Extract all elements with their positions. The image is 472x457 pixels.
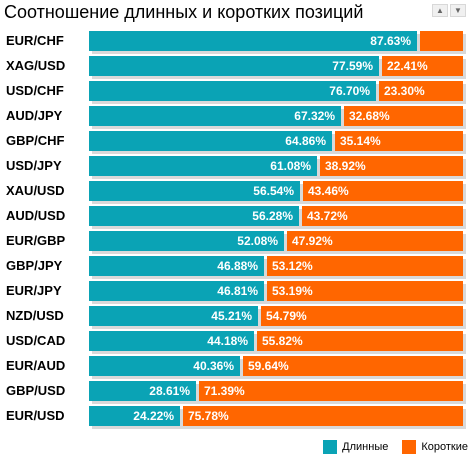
bar-short-value-label: 23.30%: [384, 84, 425, 98]
category-label: GBP/USD: [6, 383, 66, 398]
category-label: AUD/USD: [6, 208, 66, 223]
bar-long: [89, 306, 258, 326]
legend-swatch-long: [323, 440, 338, 454]
bar-long-value-label: 56.28%: [252, 209, 293, 223]
bar-short: [183, 406, 463, 426]
bar-long: [89, 331, 254, 351]
legend-item-short: Короткие: [402, 440, 468, 454]
bar-short-value-label: 43.72%: [307, 209, 348, 223]
category-label: EUR/JPY: [6, 283, 62, 298]
bar-long: [89, 156, 317, 176]
bar-long: [89, 356, 240, 376]
stacked-bar-chart: EUR/CHF 87.63% XAG/USD 77.59% 22.41% USD/CHF 7…: [0, 28, 472, 429]
category-label: AUD/JPY: [6, 108, 63, 123]
category-label: EUR/AUD: [6, 358, 66, 373]
bar-short-value-label: 43.46%: [308, 184, 349, 198]
triangle-down-icon[interactable]: ▼: [450, 4, 466, 17]
scroll-arrows: ▲ ▼: [432, 4, 466, 17]
bar-long: [89, 131, 332, 151]
bar-short: [320, 156, 463, 176]
legend-label-long: Длинные: [342, 441, 389, 453]
bar-short-value-label: 53.19%: [272, 284, 313, 298]
bar-short-value-label: 22.41%: [387, 59, 428, 73]
bar-short: [335, 131, 463, 151]
bar-long-value-label: 46.81%: [217, 284, 258, 298]
bar-short-value-label: 53.12%: [272, 259, 313, 273]
bar-long-value-label: 46.88%: [217, 259, 258, 273]
bar-short-value-label: 35.14%: [340, 134, 381, 148]
legend-item-long: Длинные: [323, 440, 388, 454]
bar-short: [382, 56, 463, 76]
category-label: EUR/USD: [6, 408, 65, 423]
bar-long-value-label: 45.21%: [211, 309, 252, 323]
bar-long-value-label: 77.59%: [332, 59, 373, 73]
bar-long: [89, 181, 300, 201]
bar-short-value-label: 38.92%: [325, 159, 366, 173]
bar-long-value-label: 87.63%: [370, 34, 411, 48]
bar-short: [267, 281, 463, 301]
bar-long-value-label: 76.70%: [329, 84, 370, 98]
legend: Длинные Короткие: [309, 440, 468, 454]
bar-short-value-label: 47.92%: [292, 234, 333, 248]
bar-long-value-label: 52.08%: [237, 234, 278, 248]
category-label: USD/CAD: [6, 333, 66, 348]
triangle-up-icon[interactable]: ▲: [432, 4, 448, 17]
bar-long-value-label: 61.08%: [270, 159, 311, 173]
bar-long-value-label: 24.22%: [133, 409, 174, 423]
bar-short: [302, 206, 463, 226]
bar-short: [199, 381, 463, 401]
bar-short: [379, 81, 463, 101]
bar-long: [89, 31, 417, 51]
legend-label-short: Короткие: [421, 441, 468, 453]
bar-short-value-label: 59.64%: [248, 359, 289, 373]
chart-title: Соотношение длинных и коротких позиций: [4, 2, 364, 22]
category-label: GBP/CHF: [6, 133, 65, 148]
category-label: XAG/USD: [6, 58, 66, 73]
bar-long-value-label: 64.86%: [285, 134, 326, 148]
category-label: GBP/JPY: [6, 258, 63, 273]
category-label: EUR/GBP: [6, 233, 66, 248]
bar-short-value-label: 75.78%: [188, 409, 229, 423]
bar-short: [287, 231, 463, 251]
bar-long-value-label: 28.61%: [149, 384, 190, 398]
legend-swatch-short: [402, 440, 417, 454]
category-label: XAU/USD: [6, 183, 65, 198]
category-label: NZD/USD: [6, 308, 64, 323]
bar-short: [257, 331, 463, 351]
bar-short: [261, 306, 463, 326]
bar-long-value-label: 44.18%: [207, 334, 248, 348]
bar-short: [303, 181, 463, 201]
bar-long: [89, 231, 284, 251]
bar-long: [89, 81, 376, 101]
bar-long: [89, 106, 341, 126]
bar-long: [89, 281, 264, 301]
bar-long: [89, 256, 264, 276]
bar-long: [89, 381, 196, 401]
bar-long-value-label: 40.36%: [193, 359, 234, 373]
bar-short-value-label: 71.39%: [204, 384, 245, 398]
bar-long: [89, 406, 180, 426]
bar-short: [420, 31, 463, 51]
bar-short: [243, 356, 463, 376]
bar-short: [344, 106, 463, 126]
bar-long: [89, 56, 379, 76]
chart-header: Соотношение длинных и коротких позиций ▲…: [0, 0, 472, 26]
bar-long-value-label: 67.32%: [294, 109, 335, 123]
category-label: EUR/CHF: [6, 33, 64, 48]
category-label: USD/CHF: [6, 83, 64, 98]
bar-short-value-label: 32.68%: [349, 109, 390, 123]
bar-short-value-label: 55.82%: [262, 334, 303, 348]
bar-short: [267, 256, 463, 276]
bar-long: [89, 206, 299, 226]
bar-long-value-label: 56.54%: [253, 184, 294, 198]
bar-short-value-label: 54.79%: [266, 309, 307, 323]
category-label: USD/JPY: [6, 158, 62, 173]
